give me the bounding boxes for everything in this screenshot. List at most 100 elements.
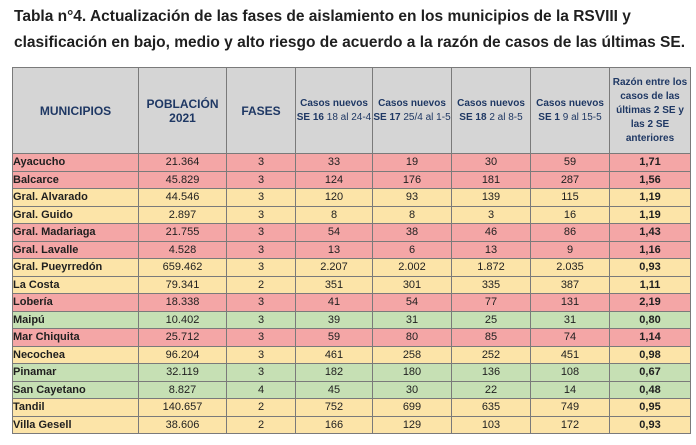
se16-cell: 461 xyxy=(295,345,373,364)
se19-cell: 16 xyxy=(530,205,610,224)
table-row: Necochea 96.204 3 461 258 252 451 0,98 xyxy=(12,345,691,364)
razon-cell: 1,19 xyxy=(609,188,691,207)
se19-cell: 108 xyxy=(530,363,610,382)
header-se18-line1: Casos nuevos xyxy=(457,97,525,109)
header-se18-dates: 2 al 8-5 xyxy=(486,111,523,123)
se18-cell: 85 xyxy=(451,328,531,347)
poblacion-cell: 96.204 xyxy=(138,345,227,364)
municipio-cell: Necochea xyxy=(12,345,139,364)
header-se19: Casos nuevos SE 1 9 al 15-5 xyxy=(530,67,610,154)
header-se19-dates: 9 al 15-5 xyxy=(559,111,602,123)
se19-cell: 451 xyxy=(530,345,610,364)
fases-cell: 2 xyxy=(226,275,296,294)
razon-cell: 1,43 xyxy=(609,223,691,242)
razon-cell: 1,11 xyxy=(609,275,691,294)
se19-cell: 14 xyxy=(530,380,610,399)
se17-cell: 80 xyxy=(372,328,452,347)
se17-cell: 6 xyxy=(372,240,452,259)
razon-cell: 0,98 xyxy=(609,345,691,364)
municipio-cell: Gral. Guido xyxy=(12,205,139,224)
table-row: Gral. Alvarado 44.546 3 120 93 139 115 1,19 xyxy=(12,188,691,207)
razon-cell: 0,93 xyxy=(609,415,691,434)
table-row: Balcarce 45.829 3 124 176 181 287 1,56 xyxy=(12,170,691,189)
table-row: Gral. Guido 2.897 3 8 8 3 16 1,19 xyxy=(12,205,691,224)
se19-cell: 131 xyxy=(530,293,610,312)
poblacion-cell: 659.462 xyxy=(138,258,227,277)
se16-cell: 182 xyxy=(295,363,373,382)
municipio-cell: Ayacucho xyxy=(12,153,139,172)
header-se18: Casos nuevos SE 18 2 al 8-5 xyxy=(451,67,531,154)
fases-cell: 2 xyxy=(226,415,296,434)
fases-cell: 3 xyxy=(226,153,296,172)
fases-cell: 3 xyxy=(226,310,296,329)
fases-cell: 3 xyxy=(226,258,296,277)
table-row: Gral. Pueyrredón 659.462 3 2.207 2.002 1.872 2… xyxy=(12,258,691,277)
municipio-cell: Lobería xyxy=(12,293,139,312)
fases-cell: 3 xyxy=(226,363,296,382)
se19-cell: 287 xyxy=(530,170,610,189)
razon-cell: 0,93 xyxy=(609,258,691,277)
se19-cell: 9 xyxy=(530,240,610,259)
razon-cell: 2,19 xyxy=(609,293,691,312)
se18-cell: 103 xyxy=(451,415,531,434)
se17-cell: 93 xyxy=(372,188,452,207)
table-body: Ayacucho 21.364 3 33 19 30 59 1,71 Balcarce 45.82… xyxy=(12,153,691,434)
se17-cell: 258 xyxy=(372,345,452,364)
se18-cell: 22 xyxy=(451,380,531,399)
se18-cell: 139 xyxy=(451,188,531,207)
header-se18-week: SE 18 xyxy=(459,111,487,123)
razon-cell: 0,48 xyxy=(609,380,691,399)
se17-cell: 30 xyxy=(372,380,452,399)
razon-cell: 1,19 xyxy=(609,205,691,224)
se18-cell: 77 xyxy=(451,293,531,312)
se18-cell: 25 xyxy=(451,310,531,329)
se16-cell: 120 xyxy=(295,188,373,207)
municipio-cell: Villa Gesell xyxy=(12,415,139,434)
municipio-cell: Pinamar xyxy=(12,363,139,382)
se16-cell: 13 xyxy=(295,240,373,259)
caption-line-1: Tabla n°4. Actualización de las fases de… xyxy=(14,8,631,25)
fases-cell: 3 xyxy=(226,170,296,189)
header-se16-dates: 18 al 24-4 xyxy=(323,111,372,123)
se17-cell: 54 xyxy=(372,293,452,312)
se19-cell: 172 xyxy=(530,415,610,434)
table-row: Mar Chiquita 25.712 3 59 80 85 74 1,14 xyxy=(12,328,691,347)
poblacion-cell: 44.546 xyxy=(138,188,227,207)
poblacion-cell: 45.829 xyxy=(138,170,227,189)
se19-cell: 749 xyxy=(530,398,610,417)
poblacion-cell: 8.827 xyxy=(138,380,227,399)
header-se16: Casos nuevos SE 16 18 al 24-4 xyxy=(295,67,373,154)
table-row: San Cayetano 8.827 4 45 30 22 14 0,48 xyxy=(12,380,691,399)
fases-cell: 3 xyxy=(226,188,296,207)
fases-cell: 3 xyxy=(226,328,296,347)
se17-cell: 38 xyxy=(372,223,452,242)
fases-cell: 3 xyxy=(226,345,296,364)
municipio-cell: Gral. Lavalle xyxy=(12,240,139,259)
se16-cell: 54 xyxy=(295,223,373,242)
se17-cell: 8 xyxy=(372,205,452,224)
se18-cell: 13 xyxy=(451,240,531,259)
fases-cell: 2 xyxy=(226,398,296,417)
razon-cell: 1,16 xyxy=(609,240,691,259)
table-row: Maipú 10.402 3 39 31 25 31 0,80 xyxy=(12,310,691,329)
poblacion-cell: 21.364 xyxy=(138,153,227,172)
header-se17-week: SE 17 xyxy=(373,111,401,123)
se16-cell: 39 xyxy=(295,310,373,329)
header-se16-week: SE 16 xyxy=(296,111,324,123)
razon-cell: 0,67 xyxy=(609,363,691,382)
header-se19-line1: Casos nuevos xyxy=(536,97,604,109)
table-row: Villa Gesell 38.606 2 166 129 103 172 0,93 xyxy=(12,415,691,434)
se16-cell: 166 xyxy=(295,415,373,434)
se17-cell: 31 xyxy=(372,310,452,329)
se18-cell: 46 xyxy=(451,223,531,242)
se16-cell: 41 xyxy=(295,293,373,312)
table-row: Gral. Madariaga 21.755 3 54 38 46 86 1,43 xyxy=(12,223,691,242)
table-row: Tandil 140.657 2 752 699 635 749 0,95 xyxy=(12,398,691,417)
municipio-cell: Gral. Alvarado xyxy=(12,188,139,207)
header-fases: FASES xyxy=(226,67,296,154)
se16-cell: 752 xyxy=(295,398,373,417)
se16-cell: 124 xyxy=(295,170,373,189)
fases-cell: 4 xyxy=(226,380,296,399)
poblacion-cell: 18.338 xyxy=(138,293,227,312)
municipio-cell: Gral. Pueyrredón xyxy=(12,258,139,277)
